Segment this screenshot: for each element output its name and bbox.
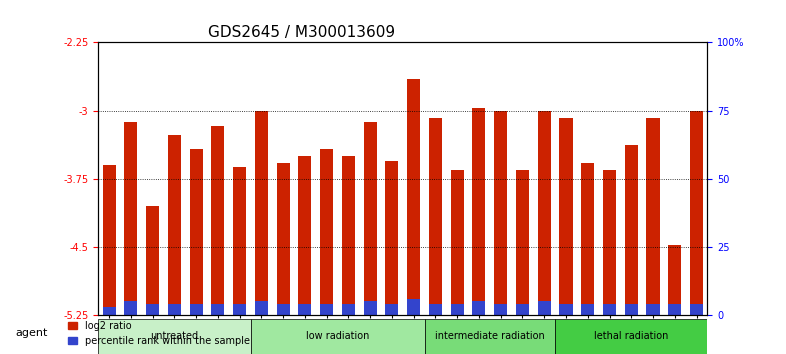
Text: intermediate radiation: intermediate radiation: [435, 331, 545, 341]
Bar: [146, 206, 159, 315]
Bar: [146, 304, 159, 315]
Bar: [255, 301, 268, 315]
Bar: [625, 304, 637, 315]
Bar: [646, 304, 659, 315]
Text: agent: agent: [16, 328, 48, 338]
Bar: [364, 122, 376, 315]
Bar: [189, 304, 203, 315]
Bar: [581, 304, 594, 315]
FancyBboxPatch shape: [424, 319, 555, 354]
Text: untreated: untreated: [150, 331, 198, 341]
Bar: [189, 149, 203, 315]
Bar: [342, 304, 355, 315]
Bar: [516, 304, 529, 315]
Bar: [538, 301, 551, 315]
Bar: [277, 163, 290, 315]
Bar: [450, 304, 464, 315]
FancyBboxPatch shape: [555, 319, 707, 354]
Bar: [538, 111, 551, 315]
Bar: [668, 245, 681, 315]
Bar: [494, 304, 507, 315]
Bar: [472, 301, 486, 315]
Bar: [124, 301, 138, 315]
Bar: [385, 304, 399, 315]
Bar: [103, 307, 116, 315]
Bar: [103, 165, 116, 315]
Bar: [560, 304, 572, 315]
Bar: [320, 149, 333, 315]
Bar: [168, 304, 181, 315]
Bar: [690, 304, 703, 315]
Bar: [124, 122, 138, 315]
Bar: [494, 111, 507, 315]
Bar: [320, 304, 333, 315]
Bar: [603, 170, 616, 315]
Bar: [690, 111, 703, 315]
Bar: [299, 304, 311, 315]
Bar: [625, 145, 637, 315]
Bar: [342, 156, 355, 315]
Bar: [407, 79, 421, 315]
Bar: [581, 163, 594, 315]
Text: lethal radiation: lethal radiation: [594, 331, 668, 341]
Text: GDS2645 / M300013609: GDS2645 / M300013609: [208, 25, 395, 40]
Bar: [277, 304, 290, 315]
Bar: [168, 135, 181, 315]
Bar: [299, 156, 311, 315]
Bar: [233, 167, 246, 315]
Bar: [668, 304, 681, 315]
Bar: [429, 304, 442, 315]
Text: low radiation: low radiation: [306, 331, 369, 341]
Bar: [472, 108, 486, 315]
Bar: [429, 118, 442, 315]
Legend: log2 ratio, percentile rank within the sample: log2 ratio, percentile rank within the s…: [68, 321, 250, 346]
Bar: [646, 118, 659, 315]
Bar: [211, 304, 225, 315]
Bar: [407, 299, 421, 315]
Bar: [385, 161, 399, 315]
Bar: [255, 111, 268, 315]
FancyBboxPatch shape: [251, 319, 424, 354]
Bar: [364, 301, 376, 315]
Bar: [211, 126, 225, 315]
Bar: [516, 170, 529, 315]
Bar: [603, 304, 616, 315]
FancyBboxPatch shape: [98, 319, 251, 354]
Bar: [560, 118, 572, 315]
Bar: [233, 304, 246, 315]
Bar: [450, 170, 464, 315]
